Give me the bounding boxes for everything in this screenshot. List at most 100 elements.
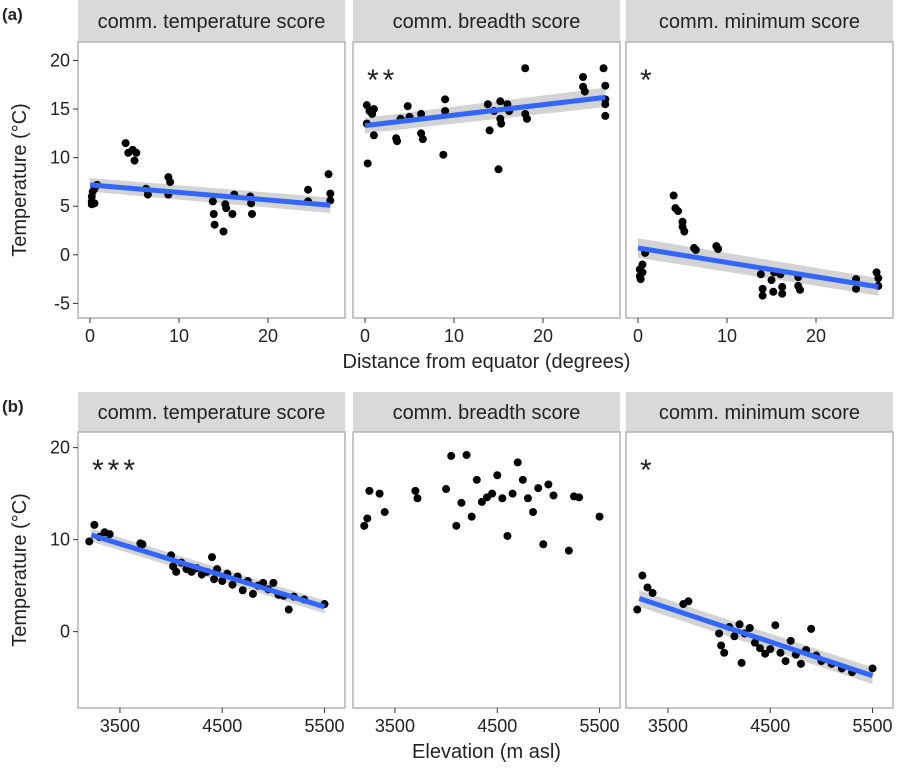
panel-label: (b) [2,397,24,416]
point [497,119,506,128]
point [674,207,683,216]
point [756,270,765,279]
point [488,489,497,498]
y-tick-label: 20 [50,50,70,70]
point [601,81,610,90]
x-tick-label: 10 [444,326,464,346]
point [781,657,790,666]
point [483,100,492,109]
point [767,276,776,285]
point [363,514,372,523]
panel-border [77,41,346,319]
point [90,520,99,529]
point [648,589,657,597]
point [219,227,228,236]
strip [78,0,345,42]
point [730,632,739,641]
point [523,494,532,503]
point [457,498,466,507]
significance: *** [92,454,139,487]
x-tick-label: 10 [169,326,189,346]
point [544,480,553,489]
point [363,159,372,168]
point [121,139,130,148]
point [518,475,527,484]
x-tick-label: 5500 [305,716,345,736]
point [130,156,139,165]
point [496,97,505,106]
panel-border [625,41,894,319]
x-tick-label: 20 [806,326,826,346]
point [228,210,237,219]
point [413,494,422,503]
x-tick-label: 20 [533,326,553,346]
x-tick-label: 4500 [750,716,790,736]
point [467,512,476,521]
fit-line [364,94,606,129]
fit-line [638,596,874,679]
point [714,245,723,253]
point [498,494,507,503]
point [138,540,147,549]
point [599,64,608,73]
point [750,638,759,647]
x-tick-label: 5500 [853,716,893,736]
point [638,268,647,277]
fit-line [637,245,879,290]
y-axis-label: Temperature (°C) [9,493,31,647]
x-tick-label: 0 [85,326,95,346]
point [442,485,451,494]
x-tick-label: 4500 [477,716,517,736]
point [284,605,293,614]
point [166,177,175,186]
point [210,220,219,229]
panel-border [352,431,621,709]
point [575,493,584,502]
y-tick-label: 20 [50,438,70,458]
x-tick-label: 20 [258,326,278,346]
point [172,567,181,576]
point [326,189,335,198]
y-axis-label: Temperature (°C) [9,103,31,257]
point [852,284,861,293]
strip-title: comm. temperature score [98,11,326,33]
point [522,114,531,123]
point [403,102,412,111]
point [643,583,652,592]
point [105,530,114,539]
point [529,508,538,517]
point [324,170,333,179]
point [513,458,522,467]
point [439,150,448,159]
point [521,64,530,73]
point [758,291,767,300]
point [786,636,795,645]
point [766,645,775,654]
panel-border [625,431,894,709]
point [601,100,610,109]
point [132,148,141,157]
x-tick-label: 0 [360,326,370,346]
panel-border [77,431,346,709]
point [441,107,450,115]
point [143,190,152,199]
point [447,451,456,460]
point [210,575,219,584]
point [208,553,217,562]
point [737,658,746,667]
point [503,531,512,540]
point [778,289,787,298]
significance: * [640,454,656,487]
strip-title: comm. breadth score [393,402,581,424]
point [636,275,645,284]
point [462,451,471,459]
point [218,577,227,586]
strip-title: comm. minimum score [659,11,860,33]
point [228,580,237,589]
point [595,512,604,521]
point [874,274,883,283]
strip-title: comm. temperature score [98,402,326,424]
point [208,197,217,206]
